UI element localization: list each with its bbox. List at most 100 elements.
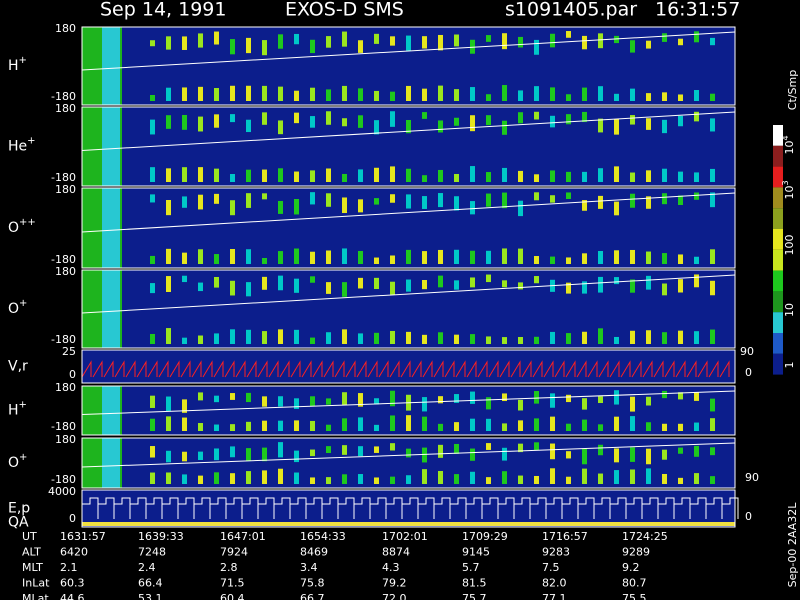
spectrogram-streak (486, 193, 491, 207)
axis-top: 180 (55, 433, 76, 446)
spectrogram-streak (710, 118, 715, 132)
axis-top: 25 (62, 345, 76, 358)
spectrogram-streak (294, 112, 299, 124)
spectrogram-streak (582, 171, 587, 182)
spectrogram-streak (310, 116, 315, 128)
spectrogram-streak (694, 274, 699, 288)
spectrogram-streak (230, 114, 235, 123)
spectrogram-streak (422, 416, 427, 431)
spectrogram-streak (390, 255, 395, 264)
spectrogram-streak (294, 450, 299, 463)
velocity-trace (81, 360, 730, 378)
spectrogram-streak (198, 86, 203, 101)
row-value: 75.5 (622, 592, 647, 600)
spectrogram-streak (614, 416, 619, 431)
spectrogram-streak (598, 168, 603, 182)
spectrogram-streak (694, 422, 699, 431)
spectrogram-streak (630, 40, 635, 53)
spectrogram-streak (694, 473, 699, 484)
spectrogram-streak (678, 38, 683, 46)
spectrogram-streak (518, 443, 523, 453)
colorbar-segment (773, 187, 783, 209)
spectrogram-streak (630, 330, 635, 344)
spectrogram-streak (550, 256, 555, 264)
panel-frame (81, 437, 736, 489)
spectrogram-streak (326, 36, 331, 48)
spectrogram-streak (182, 87, 187, 101)
row-label: MLat (22, 592, 49, 600)
spectrogram-streak (358, 250, 363, 264)
spectrogram-streak (198, 475, 203, 484)
row-value: 80.7 (622, 577, 647, 590)
spectrogram-streak (614, 470, 619, 484)
spectrogram-streak (310, 87, 315, 101)
spectrogram-streak (598, 473, 603, 484)
axis-bottom: -180 (51, 171, 76, 184)
spectrogram-streak (262, 276, 267, 290)
colorbar-segment (773, 229, 783, 250)
panel-label: V,r (8, 359, 28, 375)
spectrogram-streak (710, 192, 715, 208)
spectrogram-streak (454, 280, 459, 290)
spectrogram-streak (422, 88, 427, 101)
colorbar-segment (773, 208, 783, 229)
spectrogram-streak (502, 280, 507, 288)
spectrogram-streak (454, 117, 459, 126)
qa-bar (82, 522, 735, 526)
spectrogram-streak (470, 250, 475, 264)
row-label: InLat (22, 577, 50, 590)
spectrogram-streak (518, 36, 523, 48)
spectrogram-streak (390, 443, 395, 451)
spectrogram-streak (326, 446, 331, 454)
spectrogram-streak (646, 93, 651, 101)
spectrogram-streak (246, 282, 251, 297)
spectrogram-streak (534, 86, 539, 101)
row-value: 9.2 (622, 561, 640, 574)
spectrogram-streak (646, 468, 651, 484)
ion-name: He (8, 139, 27, 155)
low-energy-edge (102, 438, 120, 488)
spectrogram-streak (374, 332, 379, 344)
spectrogram-streak (710, 418, 715, 431)
spectrogram-streak (630, 416, 635, 431)
panel-frame (81, 349, 736, 384)
spectrogram-streak (502, 192, 507, 209)
spectrogram-streak (710, 447, 715, 456)
spectrogram-streak (342, 173, 347, 182)
file-time: 16:31:57 (655, 0, 740, 21)
spectrogram-streak (438, 193, 443, 208)
row-value: 9145 (462, 546, 490, 559)
spectrogram-streak (486, 115, 491, 126)
spectrogram-streak (390, 166, 395, 182)
spectrogram-streak (534, 336, 539, 344)
spectrogram-streak (566, 192, 571, 199)
spectrogram-streak (406, 415, 411, 431)
spectrogram-streak (678, 330, 683, 344)
row-value: 9283 (542, 546, 570, 559)
spectrogram-streak (358, 199, 363, 213)
panel-frame (81, 489, 736, 528)
spectrogram-streak (342, 445, 347, 455)
spectrogram-streak (662, 168, 667, 182)
spectrogram-streak (214, 276, 219, 288)
spectrogram-streak (566, 282, 571, 294)
spectrogram-streak (678, 115, 683, 127)
row-value: 53.1 (138, 592, 163, 600)
ion-name: O (8, 220, 19, 236)
spectrogram-streak (486, 336, 491, 344)
spectrogram-streak (198, 194, 203, 210)
spectrogram-streak (614, 390, 619, 405)
panel-background (82, 490, 735, 527)
spectrogram-streak (406, 249, 411, 264)
spectrogram-streak (310, 251, 315, 264)
spectrogram-streak (214, 448, 219, 461)
spectrogram-streak (374, 90, 379, 101)
spectrogram-streak (246, 85, 251, 101)
spectrogram-streak (358, 169, 363, 182)
spectrogram-streak (518, 200, 523, 217)
spectrogram-streak (662, 92, 667, 101)
spectrogram-streak (566, 171, 571, 182)
spectrogram-streak (230, 280, 235, 296)
row-value: 8469 (300, 546, 328, 559)
